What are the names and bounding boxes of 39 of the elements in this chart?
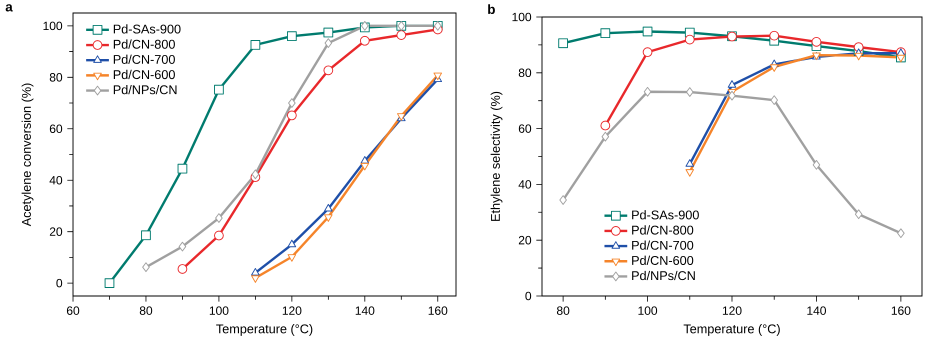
y-tick-label: 0 — [525, 292, 532, 300]
legend-label: Pd/NPs/CN — [632, 270, 695, 280]
y-tick-label: 80 — [518, 68, 532, 78]
x-tick-label: 60 — [66, 306, 80, 315]
x-axis-title: Temperature (°C) — [684, 324, 780, 336]
x-tick-label: 160 — [892, 306, 910, 315]
y-tick-label: 0 — [56, 278, 62, 288]
x-tick-label: 100 — [638, 306, 658, 315]
x-tick-label: 80 — [556, 306, 570, 315]
x-tick-label: 120 — [722, 306, 742, 315]
legend-label: Pd/CN-700 — [632, 240, 694, 250]
y-tick-label: 80 — [50, 73, 62, 82]
y-tick-label: 20 — [518, 236, 532, 244]
x-tick-label: 80 — [140, 306, 152, 315]
y-tick-label: 40 — [518, 180, 532, 189]
legend-label: Pd/CN-800 — [114, 39, 175, 49]
x-tick-label: 140 — [356, 306, 374, 315]
legend-label: Pd-SAs-900 — [114, 24, 181, 34]
y-tick-label: 20 — [50, 227, 62, 236]
x-tick-label: 100 — [210, 306, 228, 315]
x-tick-label: 140 — [807, 306, 826, 315]
legend-label: Pd/CN-800 — [632, 225, 694, 235]
chart-title: a — [6, 4, 13, 12]
x-tick-label: 120 — [282, 306, 302, 315]
y-axis-title: Acetylene conversion (%) — [22, 84, 34, 226]
y-tick-label: 60 — [518, 124, 532, 133]
legend-label: Pd/NPs/CN — [114, 84, 176, 94]
y-axis-title: Ethylene selectivity (%) — [490, 92, 502, 221]
legend-label: Pd/CN-700 — [114, 54, 175, 64]
x-tick-label: 160 — [428, 306, 448, 315]
legend-label: Pd-SAs-900 — [632, 210, 699, 220]
chart-title: b — [488, 4, 495, 14]
y-tick-label: 40 — [50, 176, 62, 184]
legend-label: Pd/CN-600 — [632, 256, 694, 265]
legend-label: Pd/CN-600 — [114, 70, 175, 80]
y-tick-label: 100 — [512, 12, 532, 22]
y-tick-label: 60 — [50, 124, 62, 134]
x-axis-title: Temperature (°C) — [216, 324, 312, 336]
y-tick-label: 100 — [44, 22, 62, 30]
